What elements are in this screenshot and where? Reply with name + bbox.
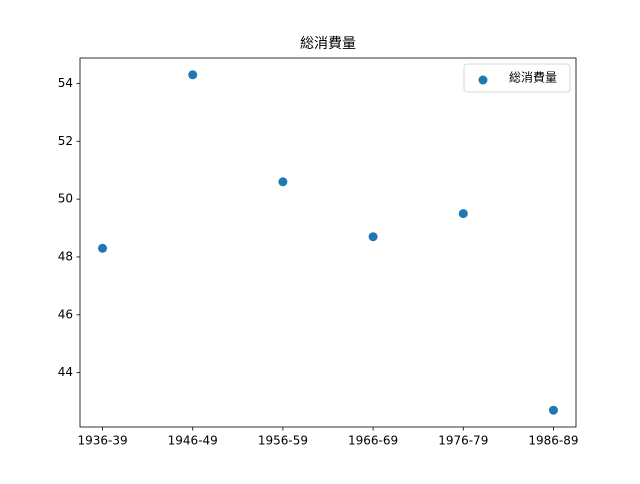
x-tick-label: 1976-79: [438, 434, 488, 448]
y-tick-label: 48: [58, 249, 73, 263]
legend-marker: [478, 75, 488, 85]
plot-frame: [79, 57, 577, 428]
x-tick-label: 1986-89: [528, 434, 578, 448]
y-tick-label: 50: [58, 192, 73, 206]
point: [188, 70, 198, 80]
point: [548, 405, 558, 415]
y-tick-label: 52: [58, 134, 73, 148]
x-tick-label: 1956-59: [258, 434, 308, 448]
y-tick-label: 44: [58, 365, 73, 379]
point: [98, 243, 108, 253]
point: [278, 177, 288, 187]
y-tick-label: 46: [58, 307, 73, 321]
point: [368, 232, 378, 242]
legend-label: 総消費量: [509, 70, 557, 85]
x-tick-label: 1966-69: [348, 434, 398, 448]
legend-box: [463, 63, 571, 93]
x-tick-label: 1936-39: [77, 434, 127, 448]
x-tick-label: 1946-49: [168, 434, 218, 448]
point: [458, 209, 468, 219]
chart-title: 総消費量: [300, 36, 356, 52]
y-tick-label: 54: [58, 76, 73, 90]
